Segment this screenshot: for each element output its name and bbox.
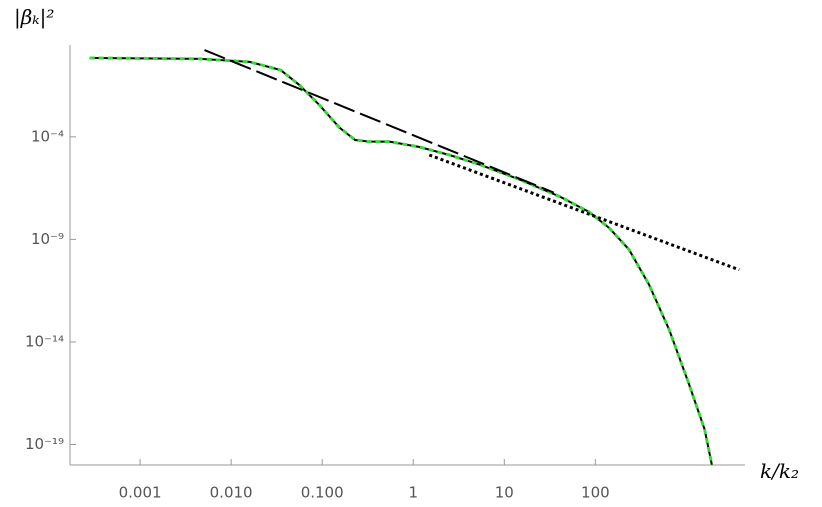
y-tick-label: 10⁻¹⁹ (25, 435, 64, 453)
x-tick-label: 0.010 (210, 484, 253, 502)
x-tick-label: 100 (581, 484, 610, 502)
line-series-overlay (89, 56, 714, 466)
x-tick-label: 0.001 (119, 484, 162, 502)
line-series (428, 153, 740, 272)
line-series (89, 56, 713, 466)
line-series (204, 49, 555, 194)
x-tick-label: 10 (495, 484, 514, 502)
y-tick-label: 10⁻⁴ (31, 127, 64, 145)
x-tick-label: 0.100 (301, 484, 344, 502)
x-tick-label: 1 (408, 484, 418, 502)
y-tick-label: 10⁻¹⁴ (25, 332, 64, 350)
x-axis-label: k/k₂ (760, 459, 799, 483)
y-axis-label: |βₖ|² (14, 5, 54, 30)
y-tick-label: 10⁻⁹ (31, 230, 64, 248)
